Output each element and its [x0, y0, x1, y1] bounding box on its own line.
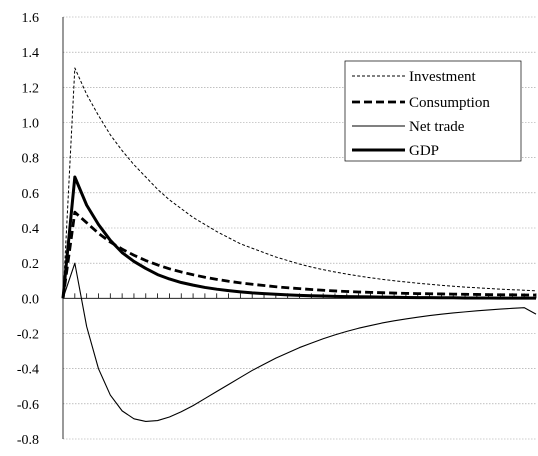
series-line-net-trade: [62, 262, 537, 422]
legend-label-investment: Investment: [409, 69, 476, 85]
legend-item-consumption: Consumption: [352, 95, 490, 111]
legend-item-investment: Investment: [352, 69, 476, 85]
legend-box: [344, 60, 522, 162]
y-tick-label: 1.6: [22, 11, 40, 26]
legend-item-gdp: GDP: [352, 143, 439, 159]
legend-label-gdp: GDP: [409, 143, 439, 159]
y-tick-label: 0.0: [22, 292, 40, 307]
y-tick-label: 0.8: [22, 152, 40, 167]
y-tick-label: -0.4: [17, 363, 39, 378]
legend: Investment Consumption Net trade GDP: [344, 60, 522, 162]
y-axis: 1.6 1.4 1.2 1.0 0.8 0.6 0.4 0.2 0.0 -0.2 -0.4 -0.6 -…: [17, 11, 64, 448]
legend-label-consumption: Consumption: [409, 95, 490, 111]
y-tick-label: 1.0: [22, 117, 40, 132]
legend-label-net-trade: Net trade: [409, 119, 465, 135]
series-line-consumption: [61, 210, 536, 299]
y-tick-label: 0.6: [22, 187, 40, 202]
y-tick-label: 0.4: [22, 222, 40, 237]
y-tick-label: 1.2: [22, 81, 40, 96]
series-line-investment: [62, 67, 537, 299]
legend-item-net-trade: Net trade: [352, 119, 465, 135]
series-line-gdp: [61, 175, 536, 300]
y-tick-label: -0.2: [17, 328, 39, 343]
y-tick-label: -0.8: [17, 433, 39, 448]
series-lines: [61, 67, 537, 422]
y-tick-label: 1.4: [22, 46, 40, 61]
y-tick-label: 0.2: [22, 257, 40, 272]
y-tick-label: -0.6: [17, 398, 39, 413]
